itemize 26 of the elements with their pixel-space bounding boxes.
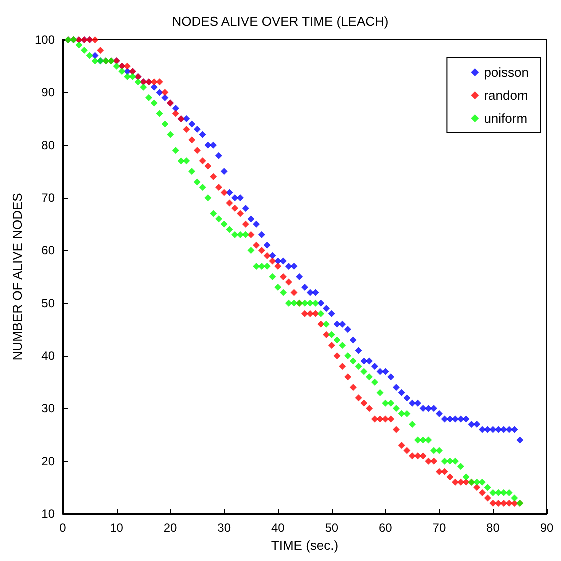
y-tick-label: 40	[42, 349, 56, 363]
legend-label: uniform	[484, 111, 528, 126]
x-tick-label: 30	[218, 521, 232, 535]
x-tick-label: 90	[540, 521, 554, 535]
y-tick-label: 50	[42, 296, 56, 310]
x-tick-label: 0	[60, 521, 67, 535]
y-axis-title: NUMBER OF ALIVE NODES	[10, 192, 26, 361]
y-tick-label: 60	[42, 244, 56, 258]
x-tick-label: 60	[378, 521, 393, 535]
x-tick-label: 80	[486, 521, 500, 535]
y-tick-label: 80	[42, 138, 56, 152]
y-tick-label: 90	[42, 86, 56, 100]
legend-label: poisson	[484, 65, 530, 80]
x-tick-label: 50	[325, 521, 339, 535]
y-tick-label: 20	[42, 454, 56, 468]
x-tick-label: 40	[271, 521, 286, 535]
x-tick-label: 20	[164, 521, 178, 535]
chart-title: NODES ALIVE OVER TIME (LEACH)	[172, 14, 389, 29]
x-tick-label: 10	[110, 521, 124, 535]
y-tick-label: 100	[34, 33, 56, 47]
y-tick-label: 10	[42, 507, 56, 521]
legend-label: random	[484, 88, 528, 103]
x-tick-label: 70	[432, 521, 446, 535]
y-tick-label: 30	[42, 402, 56, 416]
y-tick-label: 70	[42, 191, 56, 205]
x-axis-title: TIME (sec.)	[271, 538, 339, 553]
